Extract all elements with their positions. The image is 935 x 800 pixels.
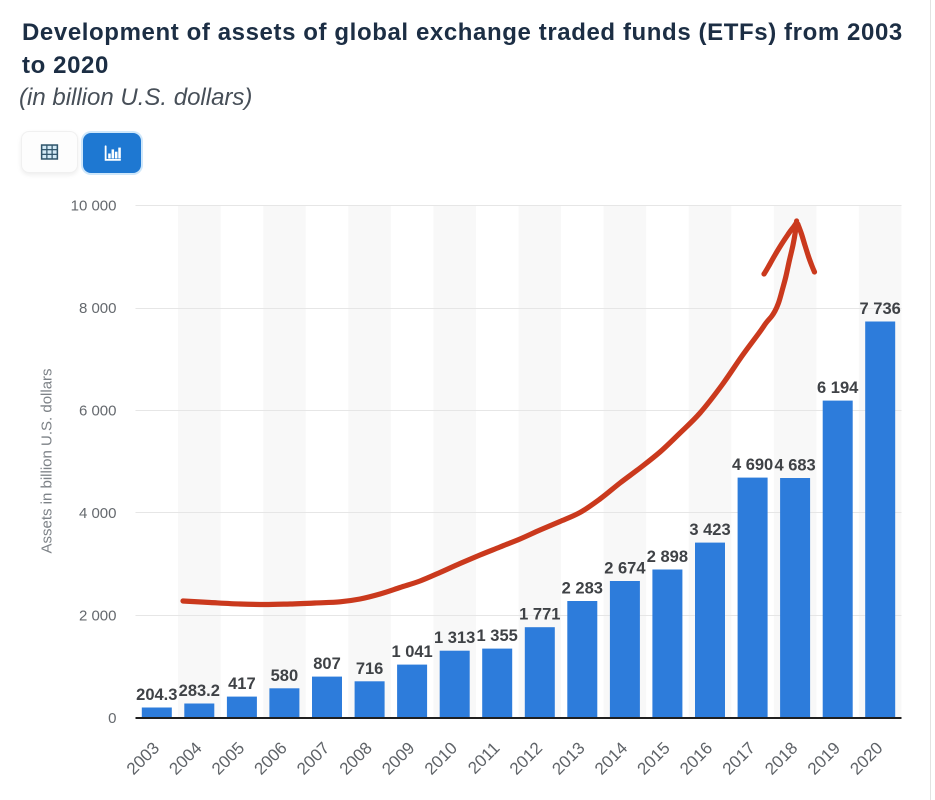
svg-text:2013: 2013 [548,738,588,778]
svg-text:6 194: 6 194 [817,379,859,397]
svg-text:807: 807 [313,655,341,673]
svg-text:2009: 2009 [378,738,418,778]
svg-text:0: 0 [108,710,116,727]
svg-text:204.3: 204.3 [136,686,177,704]
svg-text:2006: 2006 [251,738,291,778]
svg-text:716: 716 [356,660,384,678]
svg-text:417: 417 [228,675,256,693]
svg-text:2 674: 2 674 [604,560,646,578]
svg-text:2 283: 2 283 [562,580,603,598]
svg-text:7 736: 7 736 [860,300,901,318]
svg-text:6 000: 6 000 [79,403,117,420]
svg-text:1 041: 1 041 [391,643,432,661]
svg-text:2011: 2011 [464,738,503,777]
svg-text:2016: 2016 [676,738,716,778]
svg-text:2 898: 2 898 [647,548,688,566]
svg-text:2008: 2008 [336,738,376,778]
svg-text:Assets in billion U.S. dollars: Assets in billion U.S. dollars [39,368,56,553]
svg-text:4 683: 4 683 [774,457,815,475]
svg-text:2020: 2020 [846,738,886,778]
svg-text:4 690: 4 690 [732,456,773,474]
svg-text:2015: 2015 [634,738,674,778]
svg-text:283.2: 283.2 [179,682,220,700]
svg-text:2004: 2004 [165,738,205,778]
svg-text:2017: 2017 [719,738,759,778]
svg-text:1 771: 1 771 [519,606,560,624]
svg-text:2003: 2003 [123,738,163,778]
svg-text:2018: 2018 [761,738,801,778]
svg-text:2010: 2010 [421,738,461,778]
svg-text:3 423: 3 423 [689,521,730,539]
svg-text:1 355: 1 355 [477,627,518,645]
svg-text:2007: 2007 [293,738,333,778]
svg-text:2 000: 2 000 [79,608,117,625]
svg-text:10 000: 10 000 [71,198,117,215]
svg-text:8 000: 8 000 [79,300,117,317]
svg-text:2014: 2014 [591,738,631,778]
svg-text:2012: 2012 [506,738,546,778]
svg-text:2005: 2005 [208,738,248,778]
svg-text:2019: 2019 [804,738,844,778]
svg-text:580: 580 [271,667,299,685]
svg-text:1 313: 1 313 [434,629,475,647]
svg-text:4 000: 4 000 [79,505,117,522]
